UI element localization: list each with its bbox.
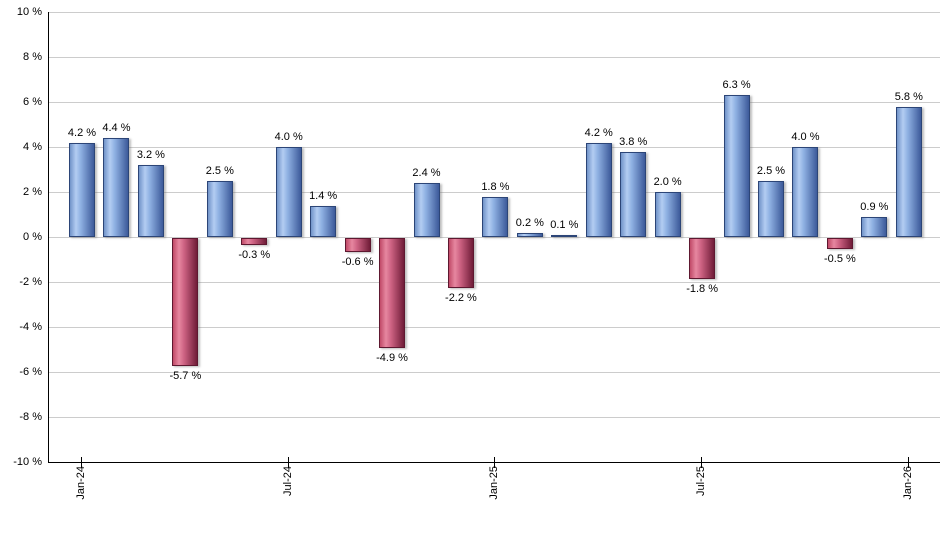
x-axis-tick-label: Jan-25 (488, 466, 501, 500)
y-axis-tick-label: 10 % (16, 6, 42, 18)
bar-Jan-26 (895, 106, 922, 237)
y-axis-tick-label: 6 % (23, 96, 42, 108)
y-axis-tick-label: -6 % (19, 366, 42, 378)
bar-value-label: -0.5 % (823, 253, 856, 266)
x-axis-tick-label: Jan-26 (901, 466, 914, 500)
bar-Aug-25 (723, 95, 750, 237)
x-axis-tick-mark (494, 457, 496, 468)
bar-value-label: -2.2 % (445, 291, 477, 304)
bar-Oct-25 (792, 147, 819, 237)
plot-area: 4.2 % 4.4 % 3.2 % -5.7 % 2.5 % -0.3 % 4.0 % 1.4… (48, 11, 940, 463)
bar-value-label: 4.0 % (791, 131, 820, 143)
bar-Nov-25 (826, 238, 853, 250)
bar-value-label: 0.9 % (860, 200, 889, 213)
y-axis-tick-label: 2 % (23, 186, 42, 198)
gridline (49, 236, 940, 238)
bar-value-label: 3.8 % (619, 135, 648, 148)
y-axis-tick-label: -4 % (19, 321, 42, 333)
bar-value-label: 0.1 % (550, 218, 579, 231)
bar-Jan-24 (69, 142, 95, 237)
bar-value-label: 2.5 % (756, 164, 786, 177)
bar-Dec-24 (447, 238, 474, 288)
gridline (49, 101, 940, 103)
bar-value-label: 2.4 % (412, 167, 441, 179)
x-axis-tick-mark (81, 457, 82, 468)
gridline (49, 326, 940, 328)
bar-value-label: 2.0 % (653, 176, 682, 188)
bar-value-label: 2.5 % (205, 164, 234, 177)
bar-Mar-25 (551, 234, 578, 237)
bar-value-label: 4.4 % (102, 122, 131, 134)
gridline (49, 191, 940, 193)
bar-value-label: -1.8 % (686, 282, 718, 295)
bar-value-label: 4.2 % (67, 126, 97, 139)
bar-value-label: 4.2 % (584, 126, 613, 139)
bar-Dec-25 (861, 216, 888, 237)
bar-Feb-24 (103, 138, 130, 237)
bar-Mar-24 (137, 165, 164, 237)
bar-Apr-25 (585, 142, 612, 237)
gridline (49, 281, 940, 283)
bar-value-label: 3.2 % (136, 149, 165, 161)
y-axis-tick-label: 8 % (23, 51, 42, 63)
bar-value-label: 4.0 % (274, 131, 303, 143)
bar-value-label: 1.4 % (309, 189, 338, 202)
bar-value-label: 0.2 % (515, 216, 544, 229)
gridline (49, 371, 940, 373)
bar-Jun-25 (654, 192, 681, 237)
x-axis-tick-label: Jul-24 (281, 466, 294, 496)
bar-Jul-24 (275, 147, 302, 237)
bar-value-label: -5.7 % (169, 370, 202, 383)
bar-Jul-25 (689, 238, 716, 279)
bar-value-label: 5.8 % (894, 90, 923, 103)
x-axis-tick-mark (701, 457, 703, 468)
bar-value-label: -4.9 % (376, 352, 408, 365)
bar-Jan-25 (482, 196, 509, 237)
bar-Oct-24 (379, 238, 406, 349)
bar-Aug-24 (310, 205, 337, 237)
gridline (49, 146, 940, 148)
bar-Jun-24 (241, 238, 268, 245)
x-axis-tick-label: Jul-25 (695, 466, 708, 496)
bar-Nov-24 (413, 183, 440, 237)
gridline (49, 56, 940, 58)
y-axis-tick-label: -10 % (13, 456, 42, 468)
bar-May-24 (206, 180, 233, 237)
bar-Sep-24 (344, 238, 371, 252)
bar-value-label: 6.3 % (722, 79, 751, 92)
x-axis-tick-mark (287, 457, 289, 468)
x-axis-tick-label: Jan-24 (75, 466, 87, 500)
bar-Sep-25 (758, 180, 784, 237)
bar-value-label: -0.6 % (341, 255, 374, 268)
y-axis-tick-label: 4 % (23, 141, 42, 153)
bar-Feb-25 (516, 232, 543, 237)
y-axis-tick-label: 0 % (23, 231, 42, 243)
gridline (49, 11, 940, 13)
bar-May-25 (620, 151, 647, 237)
bar-value-label: -0.3 % (238, 248, 271, 261)
gridline (49, 416, 940, 418)
y-axis-tick-label: -8 % (19, 411, 42, 423)
bar-value-label: 1.8 % (481, 180, 510, 193)
x-axis-tick-mark (907, 457, 909, 468)
y-axis-tick-label: -2 % (19, 276, 42, 288)
bar-Apr-24 (172, 238, 199, 367)
